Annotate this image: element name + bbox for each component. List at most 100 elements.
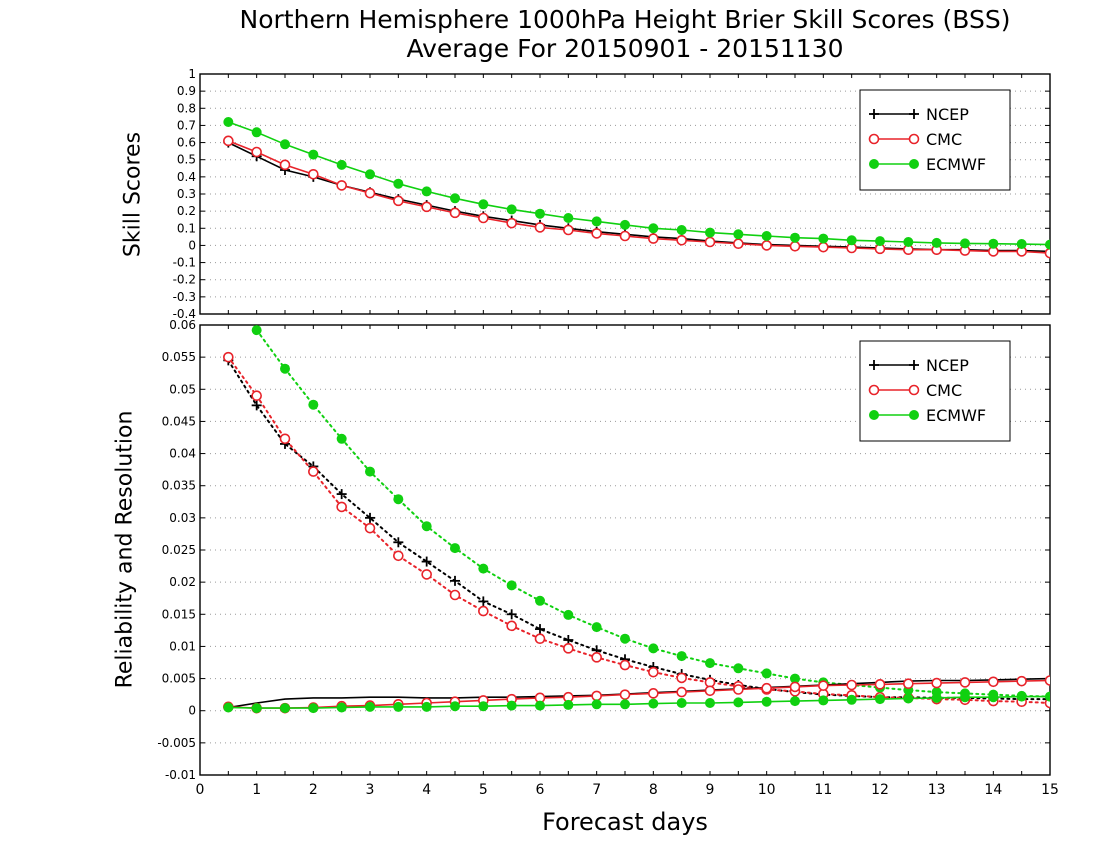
data-point-ecmwf bbox=[846, 235, 857, 246]
x-axis-label: Forecast days bbox=[542, 808, 708, 836]
legend-marker-right bbox=[909, 109, 919, 119]
x-tick-label: 15 bbox=[1041, 782, 1059, 798]
data-point-ecmwf bbox=[365, 169, 375, 180]
data-point-cmc-reliability bbox=[931, 677, 942, 689]
y-tick-label: -0.4 bbox=[173, 307, 196, 321]
gridlines bbox=[200, 90, 1050, 298]
data-point-ecmwf bbox=[450, 193, 460, 204]
data-point-ecmwf-resolution bbox=[535, 595, 545, 606]
data-point-cmc bbox=[506, 217, 517, 229]
series-ecmwf bbox=[223, 117, 1050, 250]
data-point-cmc-reliability bbox=[591, 690, 602, 702]
y-tick-label: 0.2 bbox=[177, 204, 196, 218]
data-point-cmc bbox=[591, 228, 602, 239]
data-point-ecmwf-reliability bbox=[761, 696, 772, 707]
y-tick-label: 0 bbox=[188, 238, 196, 252]
legend-label: ECMWF bbox=[926, 406, 986, 425]
data-point-cmc bbox=[279, 159, 291, 171]
x-tick-label: 2 bbox=[309, 782, 318, 798]
y-tick-label: 0.06 bbox=[169, 318, 196, 332]
legend-marker-right bbox=[908, 133, 920, 145]
legend-label: NCEP bbox=[926, 105, 969, 124]
legend-marker-right bbox=[908, 384, 920, 396]
series-cmc bbox=[223, 135, 1050, 259]
legend-marker-right bbox=[909, 360, 919, 370]
series-ecmwf-resolution bbox=[251, 325, 1050, 702]
data-point-ecmwf-reliability bbox=[620, 699, 630, 710]
data-point-cmc-resolution bbox=[336, 501, 347, 513]
data-point-ecmwf bbox=[790, 232, 800, 243]
data-point-ecmwf-reliability bbox=[960, 692, 970, 703]
x-tick-label: 0 bbox=[196, 782, 205, 798]
chart-title-line-2: Average For 20150901 - 20151130 bbox=[406, 34, 844, 63]
data-point-cmc-reliability bbox=[818, 680, 829, 691]
data-point-cmc-reliability bbox=[619, 689, 631, 700]
y-tick-label: 0.03 bbox=[169, 511, 196, 525]
y-tick-label: 0.015 bbox=[162, 607, 196, 621]
y-tick-label: 0.1 bbox=[177, 221, 196, 235]
data-point-ecmwf-reliability bbox=[931, 692, 942, 703]
data-point-ecmwf-resolution bbox=[308, 399, 319, 410]
data-point-ecmwf bbox=[223, 117, 234, 127]
y-tick-label: 0.4 bbox=[177, 170, 196, 184]
y-tick-label: 0.02 bbox=[169, 575, 196, 589]
y-tick-label: 0.7 bbox=[177, 118, 196, 132]
y-tick-label: 0.6 bbox=[177, 136, 196, 150]
data-point-ecmwf bbox=[1016, 239, 1027, 250]
y-tick-label: -0.3 bbox=[173, 290, 196, 304]
data-point-ncep-resolution bbox=[393, 537, 404, 548]
y-tick-label: 0.5 bbox=[177, 153, 196, 167]
data-point-ecmwf-reliability bbox=[478, 701, 489, 712]
data-point-ecmwf-resolution bbox=[251, 325, 262, 336]
data-point-cmc bbox=[733, 238, 744, 250]
y-tick-label: -0.005 bbox=[157, 736, 196, 750]
data-point-cmc bbox=[449, 207, 461, 219]
data-point-ecmwf bbox=[251, 127, 262, 138]
data-point-ncep-resolution bbox=[336, 489, 347, 500]
legend-label: CMC bbox=[926, 381, 962, 400]
data-point-cmc-reliability bbox=[903, 678, 914, 690]
data-point-ecmwf-resolution bbox=[421, 521, 432, 532]
data-point-cmc-reliability bbox=[1044, 675, 1050, 686]
data-point-cmc bbox=[478, 212, 489, 224]
x-tick-label: 8 bbox=[649, 782, 658, 798]
data-point-ecmwf bbox=[336, 159, 347, 170]
data-point-cmc-reliability bbox=[704, 685, 716, 697]
data-point-ecmwf-resolution bbox=[365, 466, 375, 477]
data-point-ecmwf-reliability bbox=[393, 701, 404, 712]
data-point-cmc-resolution bbox=[223, 351, 234, 363]
y-tick-label: 0.3 bbox=[177, 187, 196, 201]
legend: NCEP CMC ECMWF bbox=[859, 340, 1011, 442]
panel-reliability-resolution: -0.01 -0.005 0 0.005 0.01 0.015 0.02 0.025 0.03 0… bbox=[157, 318, 1059, 798]
data-point-ecmwf bbox=[960, 238, 970, 249]
legend-marker-left bbox=[869, 109, 879, 119]
data-point-cmc-reliability bbox=[846, 679, 857, 691]
data-point-ecmwf-reliability bbox=[790, 696, 800, 707]
x-tick-label: 14 bbox=[984, 782, 1002, 798]
series-line-cmc-resolution bbox=[227, 356, 1050, 704]
y-tick-label: -0.2 bbox=[173, 273, 196, 287]
data-point-ncep-resolution bbox=[251, 400, 262, 411]
data-point-cmc-resolution bbox=[619, 659, 631, 671]
data-point-ecmwf-reliability bbox=[251, 703, 262, 714]
data-point-ecmwf-reliability bbox=[988, 692, 999, 703]
data-point-cmc-reliability bbox=[789, 681, 801, 693]
data-point-ecmwf bbox=[931, 237, 942, 248]
y-tick-label: 0 bbox=[188, 704, 196, 718]
data-point-ecmwf-reliability bbox=[846, 694, 857, 705]
data-point-cmc-reliability bbox=[1016, 675, 1027, 687]
x-tick-label: 3 bbox=[366, 782, 375, 798]
y-tick-label: 0.055 bbox=[162, 350, 196, 364]
series-ecmwf-reliability bbox=[223, 691, 1050, 714]
legend-item-cmc: CMC bbox=[868, 130, 962, 149]
data-point-ecmwf bbox=[535, 208, 545, 219]
legend-box bbox=[859, 340, 1011, 442]
x-axis: 0 1 2 3 4 5 6 7 8 9 10 11 12 13 14 15 bbox=[196, 782, 1059, 798]
data-point-cmc bbox=[676, 234, 687, 246]
data-point-cmc-resolution bbox=[563, 643, 574, 654]
data-point-cmc-resolution bbox=[393, 550, 404, 562]
data-point-ecmwf bbox=[903, 237, 914, 247]
x-tick-label: 4 bbox=[422, 782, 431, 798]
data-point-ecmwf bbox=[620, 219, 630, 230]
legend-marker-right bbox=[909, 410, 919, 420]
